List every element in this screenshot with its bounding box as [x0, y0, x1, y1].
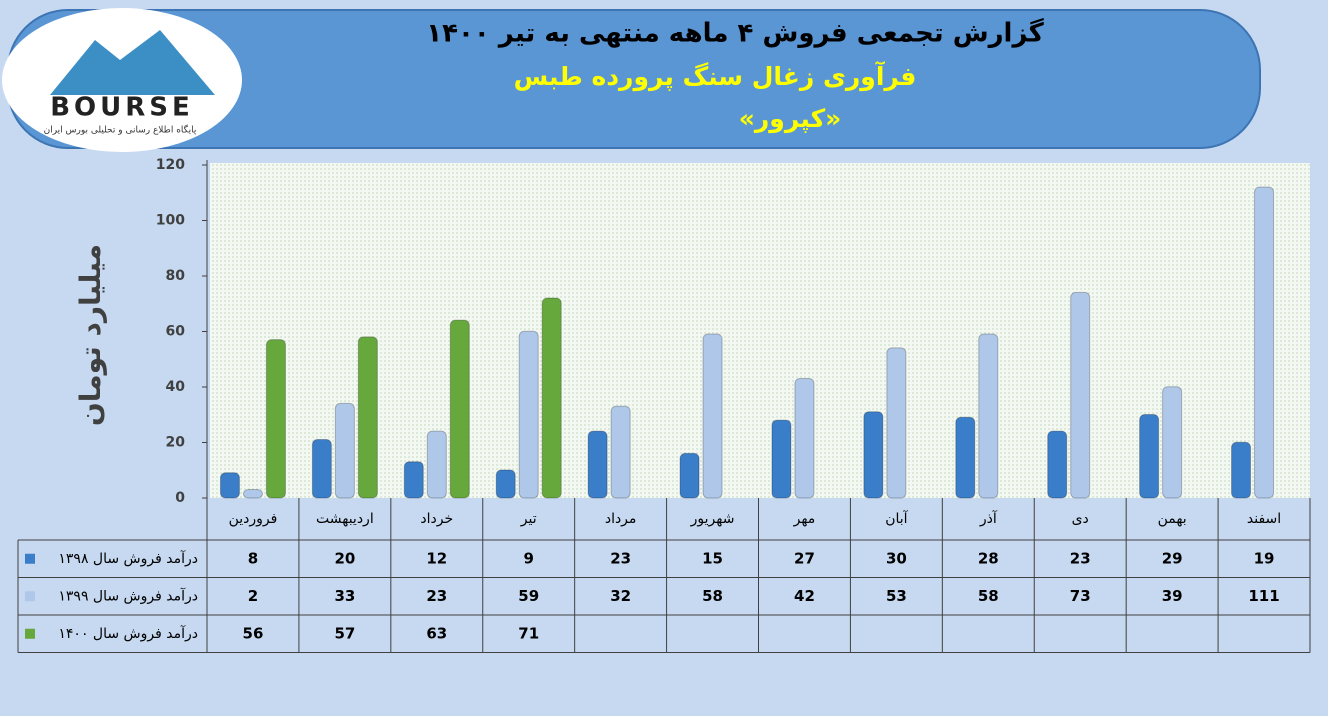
bar: [311, 439, 332, 499]
table-value: 53: [886, 587, 907, 605]
bar: [1231, 441, 1252, 499]
table-value: 15: [702, 549, 723, 567]
table-value: 23: [610, 549, 631, 567]
y-tick-label: 20: [166, 435, 186, 451]
bar: [886, 347, 907, 499]
table-value: 9: [523, 549, 533, 567]
bar: [1162, 386, 1183, 499]
x-tick-label: فروردین: [229, 511, 278, 527]
y-axis-label: میلیارد تومان: [74, 244, 107, 426]
legend-label: درآمد فروش سال ۱۳۹۹: [58, 587, 198, 604]
table-value: 12: [426, 549, 447, 567]
bar: [265, 339, 286, 499]
x-tick-label: مرداد: [605, 511, 637, 527]
y-tick-label: 100: [156, 213, 185, 229]
x-tick-label: مهر: [793, 511, 816, 527]
logo-mark: [50, 30, 215, 95]
table-value: 58: [702, 587, 723, 605]
bar: [955, 416, 976, 499]
legend-label: درآمد فروش سال ۱۳۹۸: [58, 550, 198, 567]
table-value: 73: [1070, 587, 1091, 605]
y-tick-label: 0: [175, 490, 185, 506]
table-value: 59: [518, 587, 539, 605]
bar: [242, 488, 263, 499]
bar: [495, 469, 516, 499]
x-tick-label: شهریور: [690, 511, 735, 527]
table-value: 111: [1248, 587, 1279, 605]
legend-swatch: [25, 553, 35, 564]
bar: [449, 319, 470, 499]
bar: [771, 419, 792, 499]
table-value: 63: [426, 624, 447, 642]
bar: [702, 333, 723, 499]
bar: [587, 430, 608, 499]
x-tick-label: بهمن: [1158, 511, 1187, 527]
table-value: 29: [1162, 549, 1183, 567]
table-value: 23: [426, 587, 447, 605]
table-value: 28: [978, 549, 999, 567]
x-tick-label: دی: [1072, 511, 1089, 527]
x-tick-label: تیر: [520, 511, 537, 527]
plot-area: [210, 163, 1310, 498]
y-tick-label: 40: [166, 379, 186, 395]
table-value: 2: [248, 587, 258, 605]
bar: [357, 336, 378, 499]
table-value: 33: [334, 587, 355, 605]
logo-tagline: پایگاه اطلاع رسانی و تحلیلی بورس ایران: [44, 124, 197, 136]
bar: [334, 402, 355, 499]
bar: [978, 333, 999, 499]
table-value: 42: [794, 587, 815, 605]
table-value: 23: [1070, 549, 1091, 567]
x-tick-label: خرداد: [420, 511, 453, 527]
company-name: «کپرور»: [739, 104, 842, 134]
x-tick-label: آبان: [885, 510, 908, 527]
bar: [1047, 430, 1068, 499]
legend-swatch: [25, 628, 35, 639]
x-tick-label: اسفند: [1247, 511, 1281, 527]
bar: [403, 461, 424, 499]
y-tick-label: 120: [156, 157, 185, 173]
table-value: 58: [978, 587, 999, 605]
logo-text: BOURSE: [50, 93, 194, 123]
bar: [1070, 291, 1091, 499]
table-value: 32: [610, 587, 631, 605]
bar: [863, 411, 884, 499]
bar: [219, 472, 240, 499]
bar: [794, 377, 815, 499]
bar: [541, 297, 562, 499]
chart-subtitle: فرآوری زغال سنگ پرورده طبس: [514, 61, 917, 92]
bar: [610, 405, 631, 499]
legend-label: درآمد فروش سال ۱۴۰۰: [58, 625, 198, 642]
x-tick-label: اردیبهشت: [316, 511, 374, 527]
table-value: 19: [1254, 549, 1275, 567]
bar: [518, 330, 539, 499]
bar: [679, 452, 700, 499]
table-value: 30: [886, 549, 907, 567]
table-value: 39: [1162, 587, 1183, 605]
x-tick-label: آذر: [979, 510, 998, 527]
table-value: 20: [334, 549, 355, 567]
table-value: 57: [334, 624, 355, 642]
table-value: 56: [243, 624, 264, 642]
bar: [426, 430, 447, 499]
legend-swatch: [25, 591, 35, 602]
y-tick-label: 60: [166, 324, 186, 340]
y-tick-label: 80: [166, 268, 186, 284]
table-value: 27: [794, 549, 815, 567]
table-value: 8: [248, 549, 258, 567]
bar: [1139, 414, 1160, 499]
bar: [1254, 186, 1275, 499]
table-value: 71: [518, 624, 539, 642]
chart-title: گزارش تجمعی فروش ۴ ماهه منتهی به تیر ۱۴۰…: [426, 18, 1044, 49]
